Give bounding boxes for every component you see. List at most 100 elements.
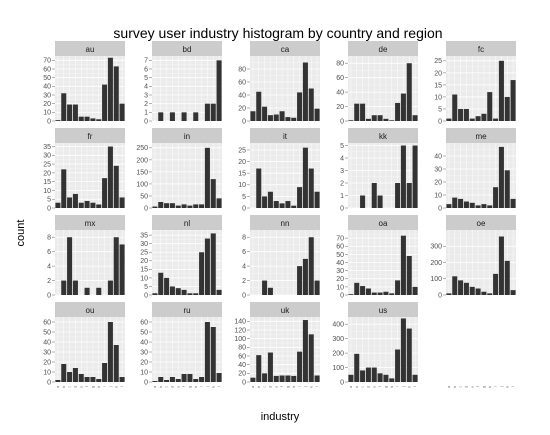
bar [360,103,366,121]
bar [463,282,469,295]
y-tick-label: 20 [336,276,344,283]
x-tick-label: c [361,386,365,388]
facet-panel [55,143,125,208]
bar [285,201,291,208]
y-tick-label: 70 [336,236,344,243]
y-tick-label: 60 [238,353,246,360]
bar [371,367,377,382]
y-tick-label: 100 [332,365,344,372]
y-tick-label: 0 [144,292,148,299]
bar [308,237,314,295]
y-tick-label: 25 [238,147,246,154]
bar [383,118,389,121]
bar [291,117,297,121]
bar [55,380,61,382]
bar [107,322,113,382]
y-tick-label: 300 [430,244,442,251]
bar [107,57,113,121]
bar [175,288,181,295]
x-tick-label: f [476,386,480,387]
bar [67,197,73,208]
facet-mx: mx 0 2 4 6 8 [47,215,125,299]
y-tick-label: 3 [340,168,344,175]
bar [400,235,406,295]
x-tick-label: d [366,386,370,388]
y-tick-label: 80 [336,61,344,68]
y-tick-label: 25 [434,58,442,65]
bar [119,197,125,208]
bar [96,379,102,382]
bar [72,193,78,208]
y-tick-label: 15 [238,171,246,178]
y-tick-label: 4 [340,155,344,162]
bar [113,165,119,208]
bar [72,104,78,121]
y-tick-label: 200 [136,157,148,164]
bar [504,96,510,121]
facet-label: ou [86,306,95,315]
bar [152,293,158,295]
bar [152,206,158,208]
bar [210,327,216,382]
bar [400,318,406,382]
bar [96,287,102,295]
bar [61,169,67,208]
y-tick-label: 0 [242,292,246,299]
y-tick-label: 60 [238,79,246,86]
facet-strip [55,302,125,317]
bar [463,201,469,208]
bar [61,280,67,295]
y-tick-label: 400 [332,322,344,329]
y-tick-label: 10 [336,284,344,291]
facet-strip [250,302,320,317]
bar [119,244,125,295]
facet-us: us 0 100 200 300 400 a b c d e f g h i j k l [332,302,418,388]
y-tick-label: 20 [140,258,148,265]
facet-panel [348,317,418,382]
y-tick-label: 60 [336,75,344,82]
x-tick-label: k [309,386,313,388]
bar [193,379,199,382]
bar [297,266,303,295]
bar [446,204,452,208]
bar [493,187,499,208]
bar [187,293,193,295]
facet-label: us [379,306,387,315]
bar [302,320,308,382]
bar [348,120,354,121]
x-tick-label: l [315,386,319,387]
bar [285,117,291,121]
bar [67,237,73,295]
bar [55,120,61,121]
bar [193,293,199,295]
bar [84,200,90,208]
y-tick-label: 20 [238,159,246,166]
bar [348,374,354,382]
y-tick-label: 2 [144,101,148,108]
y-tick-label: 40 [434,153,442,160]
bar [395,349,401,382]
x-tick-label: g [91,386,95,388]
y-axis-label: count [15,220,27,247]
x-tick-label: d [268,386,272,388]
bar [504,170,510,208]
bar [55,202,61,208]
bar [371,115,377,121]
bar [395,102,401,121]
y-tick-label: 8 [47,235,51,242]
y-tick-label: 15 [140,267,148,274]
chart-title: survey user industry histogram by countr… [113,25,442,41]
y-tick-label: 10 [238,182,246,189]
x-tick-label: h [97,386,101,388]
bar [84,377,90,382]
y-tick-label: 50 [140,193,148,200]
facet-strip [348,128,418,143]
bar [469,118,475,121]
bar [67,104,73,121]
y-tick-label: 30 [140,349,148,356]
facet-ru: ru 0 10 20 30 40 50 60 a b c d e f g h i j k l [140,302,222,388]
x-tick-label: c [165,386,169,388]
y-tick-label: 4 [242,264,246,271]
bar [354,282,360,295]
